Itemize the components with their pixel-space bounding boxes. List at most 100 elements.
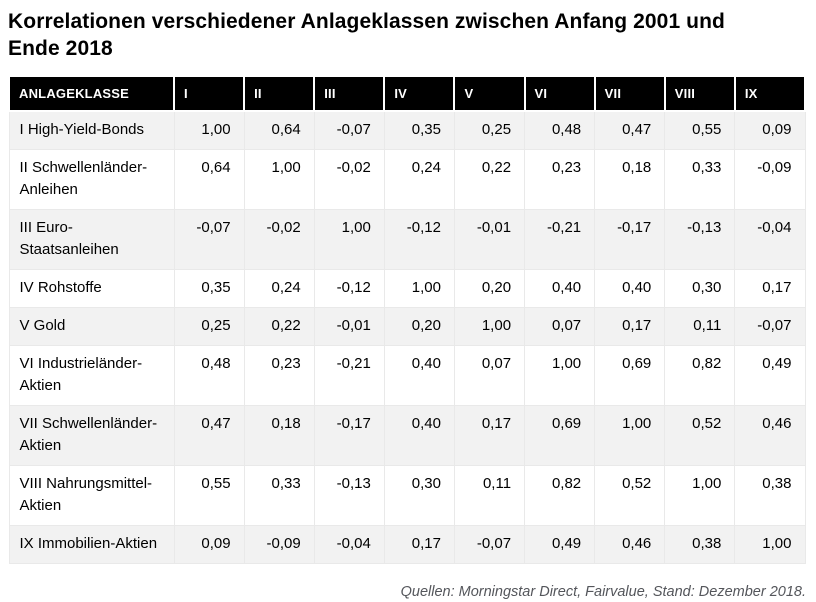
row-label: II Schwellenländer-Anleihen: [8, 149, 175, 210]
correlation-value: 0,52: [664, 405, 736, 466]
correlation-value: 0,69: [594, 345, 666, 406]
correlation-value: 1,00: [524, 345, 596, 406]
correlation-value: 0,17: [734, 269, 806, 308]
source-note: Quellen: Morningstar Direct, Fairvalue, …: [400, 584, 806, 600]
correlation-value: 0,82: [524, 465, 596, 526]
table-row: VI Industrieländer-Aktien 0,48 0,23 -0,21 0,…: [8, 345, 806, 406]
correlation-value: -0,02: [243, 209, 315, 270]
correlation-value: 0,24: [243, 269, 315, 308]
correlation-value: 0,23: [243, 345, 315, 406]
correlation-value: 1,00: [453, 307, 526, 346]
correlation-value: 0,30: [383, 465, 455, 526]
correlation-value: 0,47: [594, 110, 666, 150]
correlation-value: -0,02: [313, 149, 385, 210]
correlation-value: -0,09: [734, 149, 806, 210]
correlation-value: 0,20: [383, 307, 455, 346]
correlation-value: 0,40: [594, 269, 666, 308]
correlation-value: 0,33: [243, 465, 315, 526]
column-header-vi: VI: [523, 75, 596, 112]
correlation-value: 0,49: [524, 525, 596, 564]
correlation-value: 0,22: [243, 307, 315, 346]
correlation-value: 0,25: [173, 307, 245, 346]
column-header-anlageklasse: ANLAGEKLASSE: [8, 75, 175, 112]
correlation-value: 0,55: [173, 465, 245, 526]
correlation-value: 0,22: [453, 149, 526, 210]
table-row: I High-Yield-Bonds 1,00 0,64 -0,07 0,35 0,25 0…: [8, 110, 806, 150]
correlation-value: -0,17: [594, 209, 666, 270]
correlation-value: 0,18: [594, 149, 666, 210]
correlation-value: -0,13: [313, 465, 385, 526]
correlation-value: 0,17: [453, 405, 526, 466]
correlation-value: 0,11: [664, 307, 736, 346]
table-row: V Gold 0,25 0,22 -0,01 0,20 1,00 0,07 0,17 0,11-…: [8, 307, 806, 346]
column-header-v: V: [453, 75, 526, 112]
column-header-vii: VII: [593, 75, 666, 112]
correlation-value: 0,24: [383, 149, 455, 210]
correlation-value: 0,64: [243, 110, 315, 150]
table-row: II Schwellenländer-Anleihen 0,64 1,00 -0,02…: [8, 149, 806, 210]
correlation-value: -0,07: [173, 209, 245, 270]
correlation-value: -0,09: [243, 525, 315, 564]
correlation-value: 0,38: [664, 525, 736, 564]
column-header-ii: II: [243, 75, 316, 112]
row-label: III Euro-Staatsanleihen: [8, 209, 175, 270]
correlation-value: 0,30: [664, 269, 736, 308]
correlation-value: 1,00: [383, 269, 455, 308]
correlation-value: 0,52: [594, 465, 666, 526]
column-header-ix: IX: [733, 75, 807, 112]
row-label: I High-Yield-Bonds: [8, 110, 175, 150]
correlation-value: 0,64: [173, 149, 245, 210]
correlation-value: 0,82: [664, 345, 736, 406]
table-row: IV Rohstoffe 0,35 0,24 -0,12 1,00 0,20 0,40 0,4…: [8, 269, 806, 308]
correlation-value: -0,17: [313, 405, 385, 466]
table-body: I High-Yield-Bonds 1,00 0,64 -0,07 0,35 0,25 0…: [8, 110, 806, 564]
correlation-value: 0,48: [173, 345, 245, 406]
correlation-value: 0,09: [173, 525, 245, 564]
correlation-value: 0,07: [524, 307, 596, 346]
correlation-value: 1,00: [243, 149, 315, 210]
correlation-value: 0,40: [383, 345, 455, 406]
correlation-value: 0,55: [664, 110, 736, 150]
table-row: IX Immobilien-Aktien 0,09 -0,09 -0,04 0,17 -0…: [8, 525, 806, 564]
correlation-value: 0,35: [173, 269, 245, 308]
correlation-value: 0,38: [734, 465, 806, 526]
correlation-value: 0,17: [383, 525, 455, 564]
correlation-value: 1,00: [594, 405, 666, 466]
correlation-value: 0,48: [524, 110, 596, 150]
correlation-value: 0,49: [734, 345, 806, 406]
correlation-value: 0,47: [173, 405, 245, 466]
row-label: IV Rohstoffe: [8, 269, 175, 308]
correlation-value: -0,21: [313, 345, 385, 406]
column-header-viii: VIII: [663, 75, 736, 112]
table-header-row: ANLAGEKLASSE I II III IV V VI VII VIII IX: [8, 75, 807, 112]
correlation-value: 0,33: [664, 149, 736, 210]
page-title: Korrelationen verschiedener Anlageklasse…: [8, 10, 725, 60]
table-row: VII Schwellenländer-Aktien 0,47 0,18 -0,17 0…: [8, 405, 806, 466]
correlation-value: 0,40: [383, 405, 455, 466]
table-row: III Euro-Staatsanleihen -0,07 -0,02 1,00 -0,…: [8, 209, 806, 270]
correlation-value: 0,07: [453, 345, 526, 406]
row-label: V Gold: [8, 307, 175, 346]
correlation-value: 0,09: [734, 110, 806, 150]
row-label: VII Schwellenländer-Aktien: [8, 405, 175, 466]
table-header: ANLAGEKLASSE I II III IV V VI VII VIII IX: [8, 75, 807, 112]
row-label: VIII Nahrungsmittel-Aktien: [8, 465, 175, 526]
correlation-value: 1,00: [173, 110, 245, 150]
correlation-value: -0,12: [313, 269, 385, 308]
correlation-value: -0,07: [313, 110, 385, 150]
row-label: IX Immobilien-Aktien: [8, 525, 175, 564]
column-header-iv: IV: [383, 75, 456, 112]
correlation-value: -0,01: [313, 307, 385, 346]
row-label: VI Industrieländer-Aktien: [8, 345, 175, 406]
correlation-value: 1,00: [664, 465, 736, 526]
correlation-value: -0,07: [734, 307, 806, 346]
correlation-value: -0,21: [524, 209, 596, 270]
correlation-value: 1,00: [734, 525, 806, 564]
correlation-value: 0,23: [524, 149, 596, 210]
correlation-value: -0,07: [453, 525, 526, 564]
correlation-value: 0,11: [453, 465, 526, 526]
correlation-value: -0,13: [664, 209, 736, 270]
correlation-value: 0,35: [383, 110, 455, 150]
column-header-i: I: [172, 75, 246, 112]
